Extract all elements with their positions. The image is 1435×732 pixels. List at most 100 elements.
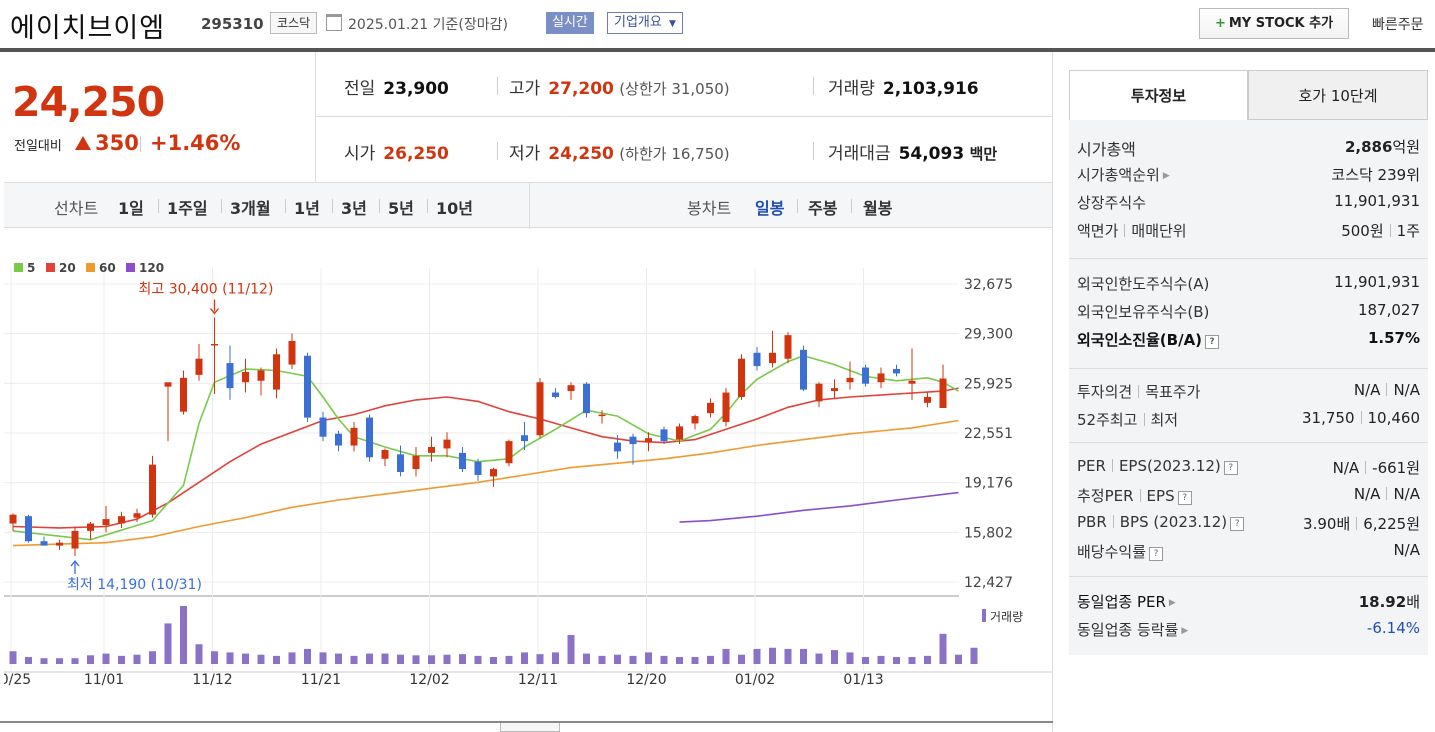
candle-body [288,341,296,365]
info-row: 추정PER EPS? N/A N/A [1077,485,1420,505]
volume-bar [381,653,389,664]
stock-chart[interactable]: 32,675 29,300 25,925 22,551 19,176 15,802 12,4… [0,228,1053,723]
candle-body [25,516,32,542]
candle-body [598,414,606,417]
tab-daily[interactable]: 일봉 [755,199,785,218]
y-tick-label: 25,925 [964,376,1013,392]
tab-1y[interactable]: 1년 [294,199,320,218]
candle-chart-label[interactable]: 봉차트 [687,199,732,218]
candle-body [645,438,652,443]
help-icon[interactable]: ? [1230,517,1245,531]
volume-bar [133,654,141,664]
tab-quote10[interactable]: 호가 10단계 [1248,70,1428,120]
candle-body [614,442,621,452]
x-tick-label: 01/02 [735,672,775,688]
candle-body [273,354,280,390]
y-tick-label: 15,802 [964,525,1013,541]
info-row[interactable]: 동일업종 등락률 ▶ -6.14% [1077,619,1420,639]
candle-body [242,371,249,383]
y-tick-label: 19,176 [964,476,1013,492]
candlestick-chart[interactable]: 32,675 29,300 25,925 22,551 19,176 15,802 12,4… [0,228,1053,723]
tab-1d[interactable]: 1일 [118,199,144,218]
x-tick-label: 12/02 [409,672,449,688]
legend-swatch [14,263,23,272]
info-row: 외국인한도주식수(A) 11,901,931 [1077,273,1420,293]
line-chart-label[interactable]: 선차트 [54,199,99,218]
tab-10y[interactable]: 10년 [436,199,473,218]
candle-body [846,377,854,383]
legend-label: 120 [139,261,164,275]
tab-invest-info[interactable]: 투자정보 [1069,70,1248,120]
quick-order-link[interactable]: 빠른주문 [1372,17,1424,33]
info-row[interactable]: 시가총액순위 ▶ 코스닥 239위 [1077,166,1420,184]
valuation-section: PER EPS(2023.12)? N/A -661원 추정PER EPS? N/A N… [1069,442,1428,561]
candle-body [908,380,916,384]
info-tabs: 투자정보 호가 10단계 [1069,70,1428,120]
caret-right-icon: ▶ [1168,598,1176,608]
stock-code: 295310 [201,15,264,33]
candle-body [459,452,466,470]
candle-body [490,469,497,477]
y-tick-label: 22,551 [964,426,1013,442]
stock-header: 에이치브이엠 295310 코스닥 2025.01.21 기준(장마감) 실시간… [0,0,1435,52]
open-price: 시가 26,250 [344,144,449,164]
candle-body [87,523,94,531]
tab-3y[interactable]: 3년 [341,199,367,218]
help-icon[interactable]: ? [1223,461,1238,475]
candle-body [800,349,807,390]
candle-body [428,446,435,453]
tab-monthly[interactable]: 월봉 [863,199,893,218]
volume-bar [552,652,559,664]
volume-bar [412,655,420,664]
candle-body [226,363,234,389]
realtime-button[interactable]: 실시간 [546,12,594,34]
candle-body [149,464,156,515]
volume-bar [40,658,48,664]
industry-section: 동일업종 PER ▶ 18.92배 동일업종 등락률 ▶ -6.14% [1069,576,1428,639]
resize-handle[interactable] [500,723,560,732]
legend-label: 60 [99,261,116,275]
candle-body [195,358,203,375]
volume-bar [102,653,110,664]
tab-5y[interactable]: 5년 [388,199,414,218]
candle-body [707,402,714,414]
tab-weekly[interactable]: 주봉 [808,199,838,218]
volume-bar [815,653,823,664]
volume-bar [831,650,838,664]
volume-bar [629,655,637,664]
y-tick-label: 32,675 [964,277,1013,293]
add-mystock-button[interactable]: + MY STOCK 추가 [1199,8,1349,39]
tab-1w[interactable]: 1주일 [167,199,208,218]
volume-bar [397,654,404,664]
y-tick-label: 29,300 [964,327,1013,343]
help-icon[interactable]: ? [1149,547,1164,561]
volume-legend-swatch [982,609,986,622]
volume-bar [676,657,683,664]
volume-bar [211,651,218,664]
legend-label: 5 [27,261,35,275]
candle-body [40,541,48,546]
help-icon[interactable]: ? [1205,335,1220,349]
day-low: 저가 24,250 (하한가 16,750) [509,144,730,164]
volume-bar [769,647,776,664]
volume-bar [567,635,575,664]
volume-bar [521,652,528,664]
trade-amount: 거래대금 54,093 백만 [828,144,998,164]
up-triangle-icon [75,136,91,150]
current-price-panel: 24,250 전일대비 350 +1.46% [4,52,316,182]
info-row[interactable]: 동일업종 PER ▶ 18.92배 [1077,593,1420,611]
volume-bar [536,654,544,664]
volume-bar [800,648,807,664]
candle-body [118,516,125,524]
corp-overview-dropdown[interactable]: 기업개요 ▼ [607,12,683,34]
tab-3m[interactable]: 3개월 [230,199,271,218]
volume-bar [56,658,63,664]
volume-bar [970,647,978,664]
min-price-annotation: 최저 14,190 (10/31) [67,577,202,593]
header-divider [0,48,1435,52]
max-price-annotation: 최고 30,400 (11/12) [139,281,274,297]
candle-body [862,367,869,384]
help-icon[interactable]: ? [1177,491,1192,505]
volume-bar [939,633,947,664]
volume-bar [645,652,652,664]
